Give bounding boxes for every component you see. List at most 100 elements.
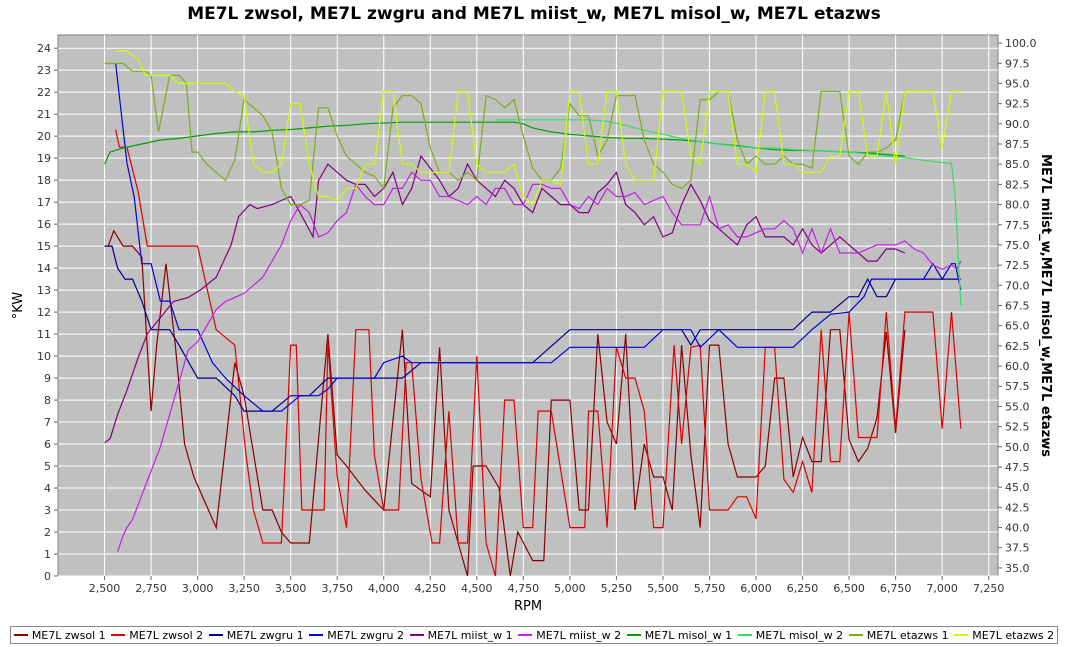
legend-label: ME7L misol_w 2 [755,628,844,642]
x-axis-label: RPM [514,599,542,614]
y-left-tick-label: 16 [37,218,51,231]
y-left-tick-label: 12 [37,306,51,319]
legend-swatch [737,634,752,636]
legend-label: ME7L misol_w 1 [644,628,733,642]
y-right-tick-label: 52.5 [1005,421,1030,434]
y-left-tick-label: 9 [44,372,51,385]
legend-swatch [626,634,641,636]
y-left-tick-label: 14 [37,262,51,275]
y-left-tick-label: 24 [37,42,51,55]
y-axis-right: 35.0 37.5 40.0 42.5 45.0 47.5 50.0 52.5 55.0 57.5… [998,37,1037,575]
x-tick-label: 4,750 [508,582,540,595]
series-line-6 [117,171,962,552]
y-left-tick-label: 13 [37,284,51,297]
y-left-tick-label: 19 [37,152,51,165]
y-left-tick-label: 2 [44,526,51,539]
legend-swatch [409,634,424,636]
x-axis: 2,500 2,750 3,000 3,250 3,500 3,750 4,000 4,250… [89,576,1005,595]
legend-item: ME7L miist_w 1 [409,629,513,642]
legend-swatch [518,634,533,636]
plot-area [57,34,999,577]
y-left-tick-label: 23 [37,64,51,77]
legend-item: ME7L misol_w 1 [626,628,733,642]
series-line-4 [115,63,962,412]
legend-item: ME7L etazws 2 [954,629,1054,642]
y-right-tick-label: 72.5 [1005,259,1030,272]
x-tick-label: 7,000 [926,582,958,595]
legend-swatch [111,634,126,636]
legend-swatch [309,634,324,636]
y-axis-right-label: ME7L miist_w,ME7L misol_w,ME7L etazws [1038,154,1053,457]
series-layer [103,50,962,576]
y-right-tick-label: 45.0 [1005,481,1030,494]
y-left-tick-label: 20 [37,130,51,143]
x-tick-label: 5,750 [694,582,726,595]
y-right-tick-label: 95.0 [1005,77,1030,90]
series-line-7 [103,121,905,165]
y-right-tick-label: 37.5 [1005,542,1030,555]
y-left-tick-label: 0 [44,570,51,583]
x-tick-label: 7,250 [973,582,1005,595]
y-right-tick-label: 90.0 [1005,118,1030,131]
y-left-tick-label: 1 [44,548,51,561]
y-right-tick-label: 97.5 [1005,57,1030,70]
y-right-tick-label: 42.5 [1005,501,1030,514]
grid-lines [58,35,998,577]
legend-item: ME7L misol_w 2 [737,628,844,642]
y-right-tick-label: 50.0 [1005,441,1030,454]
legend-label: ME7L zwsol 1 [31,628,106,642]
y-right-tick-label: 70.0 [1005,279,1030,292]
legend: ME7L zwsol 1 ME7L zwsol 2 ME7L zwgru 1 ME7L… [10,626,1058,644]
x-tick-label: 5,000 [554,582,586,595]
y-right-tick-label: 47.5 [1005,461,1030,474]
legend-item: ME7L zwgru 2 [309,629,404,642]
x-tick-label: 4,250 [415,582,447,595]
y-right-tick-label: 55.0 [1005,400,1030,413]
x-tick-label: 3,750 [321,582,353,595]
y-right-tick-label: 77.5 [1005,219,1030,232]
x-tick-label: 4,500 [461,582,493,595]
legend-label: ME7L zwgru 1 [226,628,304,642]
y-left-tick-label: 22 [37,86,51,99]
y-right-tick-label: 65.0 [1005,320,1030,333]
series-line-8 [495,119,962,306]
legend-item: ME7L zwsol 2 [111,629,203,642]
y-right-tick-label: 35.0 [1005,562,1030,575]
y-left-tick-label: 6 [44,438,51,451]
y-left-tick-label: 11 [37,328,51,341]
legend-item: ME7L zwsol 1 [13,628,106,642]
y-left-tick-label: 3 [44,504,51,517]
x-tick-label: 4,000 [368,582,400,595]
legend-item: ME7L zwgru 1 [208,628,304,642]
chart-title: ME7L zwsol, ME7L zwgru and ME7L miist_w,… [187,4,881,24]
legend-label: ME7L etazws 2 [972,628,1055,642]
legend-item: ME7L etazws 1 [848,628,949,642]
y-right-tick-label: 80.0 [1005,199,1030,212]
series-line-10 [115,50,961,206]
x-tick-label: 5,500 [647,582,679,595]
x-tick-label: 6,500 [833,582,865,595]
y-right-tick-label: 62.5 [1005,340,1030,353]
y-left-tick-label: 17 [37,196,51,209]
y-right-tick-label: 92.5 [1005,98,1030,111]
y-left-tick-label: 4 [44,482,51,495]
legend-label: ME7L zwgru 2 [327,628,405,642]
legend-swatch [208,634,223,636]
y-right-tick-label: 75.0 [1005,239,1030,252]
legend-swatch [954,634,969,636]
series-line-5 [104,154,906,444]
x-tick-label: 3,000 [182,582,214,595]
y-right-tick-label: 60.0 [1005,360,1030,373]
x-tick-label: 3,500 [275,582,307,595]
x-tick-label: 2,500 [89,582,121,595]
legend-swatch [13,634,28,636]
y-left-tick-label: 7 [44,416,51,429]
series-line-9 [104,62,906,206]
legend-label: ME7L etazws 1 [866,628,949,642]
legend-label: ME7L zwsol 2 [129,628,204,642]
y-right-tick-label: 57.5 [1005,380,1030,393]
y-left-tick-label: 18 [37,174,51,187]
x-tick-label: 6,750 [880,582,912,595]
series-line-2 [115,129,962,576]
